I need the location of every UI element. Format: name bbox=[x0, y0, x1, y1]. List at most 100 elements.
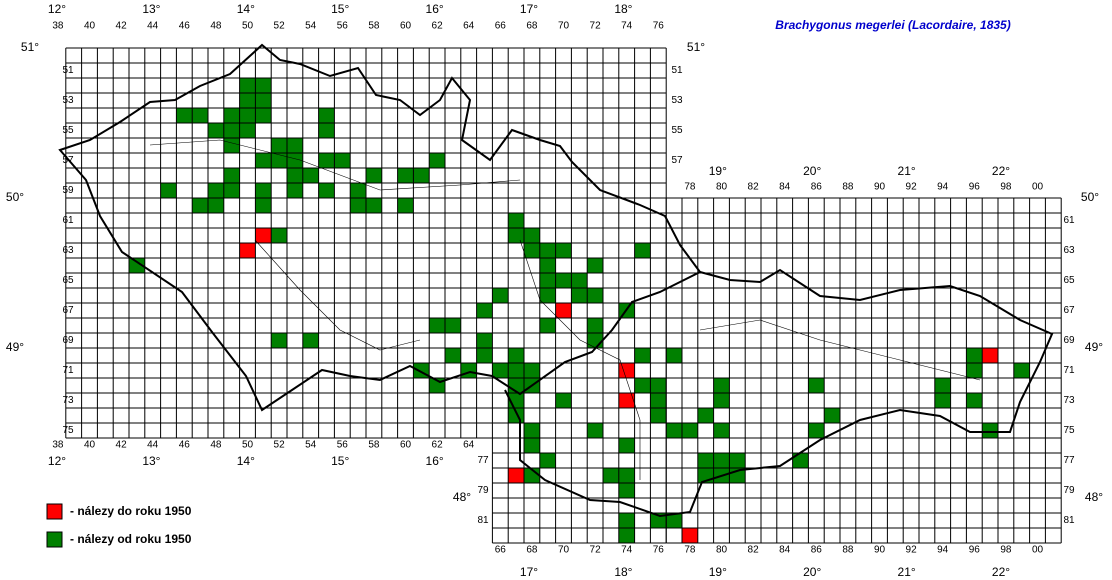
column-label: 88 bbox=[842, 182, 854, 193]
legend-label: - nálezy od roku 1950 bbox=[70, 532, 192, 546]
record-cell bbox=[524, 243, 540, 258]
record-cell bbox=[524, 423, 540, 438]
record-cell bbox=[429, 153, 445, 168]
longitude-label: 12° bbox=[48, 454, 66, 468]
longitude-label: 20° bbox=[803, 164, 821, 178]
legend-label: - nálezy do roku 1950 bbox=[70, 504, 192, 518]
longitude-label: 19° bbox=[709, 164, 727, 178]
longitude-label: 13° bbox=[142, 454, 160, 468]
column-label: 54 bbox=[305, 440, 317, 451]
record-cell bbox=[208, 198, 224, 213]
row-label: 81 bbox=[477, 515, 489, 526]
map-title: Brachygonus megerlei (Lacordaire, 1835) bbox=[775, 18, 1010, 32]
column-label: 68 bbox=[526, 21, 538, 32]
row-label: 51 bbox=[671, 65, 683, 76]
column-label: 86 bbox=[811, 182, 823, 193]
row-label: 63 bbox=[62, 245, 74, 256]
column-label: 40 bbox=[84, 440, 96, 451]
column-label: 80 bbox=[716, 182, 728, 193]
longitude-label: 14° bbox=[237, 454, 255, 468]
row-label: 69 bbox=[62, 335, 74, 346]
column-label: 70 bbox=[558, 545, 570, 556]
column-label: 00 bbox=[1032, 182, 1044, 193]
record-cell bbox=[239, 123, 256, 138]
record-cell bbox=[650, 378, 667, 393]
column-label: 74 bbox=[621, 545, 633, 556]
record-cell bbox=[445, 318, 461, 333]
record-cell bbox=[460, 363, 477, 378]
column-label: 84 bbox=[779, 182, 791, 193]
column-label: 76 bbox=[653, 545, 665, 556]
row-label: 81 bbox=[1063, 515, 1075, 526]
column-label: 56 bbox=[337, 21, 349, 32]
grid bbox=[65, 47, 1062, 544]
record-cell bbox=[539, 318, 556, 333]
column-label: 72 bbox=[590, 21, 602, 32]
row-label: 75 bbox=[62, 425, 74, 436]
row-label: 65 bbox=[1063, 275, 1075, 286]
column-label: 82 bbox=[748, 182, 760, 193]
record-cell bbox=[318, 123, 335, 138]
row-label: 67 bbox=[62, 305, 74, 316]
record-cell bbox=[255, 183, 272, 198]
record-cell bbox=[318, 183, 335, 198]
column-label: 88 bbox=[842, 545, 854, 556]
record-cell bbox=[792, 453, 809, 468]
row-label: 53 bbox=[671, 95, 683, 106]
cells bbox=[129, 78, 1030, 543]
record-cell bbox=[239, 243, 256, 258]
record-cell bbox=[287, 183, 303, 198]
river bbox=[149, 139, 981, 480]
record-cell bbox=[618, 513, 635, 528]
record-cell bbox=[934, 378, 951, 393]
record-cell bbox=[682, 528, 698, 543]
column-label: 44 bbox=[147, 21, 159, 32]
record-cell bbox=[666, 513, 682, 528]
column-label: 60 bbox=[400, 440, 412, 451]
slovak-border bbox=[504, 268, 1054, 518]
row-label: 71 bbox=[1063, 365, 1075, 376]
record-cell bbox=[682, 423, 698, 438]
column-label: 50 bbox=[242, 21, 254, 32]
row-label: 73 bbox=[1063, 395, 1075, 406]
record-cell bbox=[539, 273, 556, 288]
record-cell bbox=[618, 438, 635, 453]
latitude-label: 50° bbox=[1081, 190, 1099, 204]
longitude-label: 14° bbox=[237, 2, 255, 16]
row-label: 77 bbox=[477, 455, 489, 466]
column-label: 52 bbox=[274, 21, 286, 32]
column-label: 64 bbox=[463, 440, 475, 451]
record-cell bbox=[571, 288, 588, 303]
column-label: 78 bbox=[684, 545, 696, 556]
record-cell bbox=[634, 243, 651, 258]
record-cell bbox=[650, 513, 667, 528]
column-label: 66 bbox=[495, 545, 507, 556]
row-label: 59 bbox=[62, 185, 74, 196]
longitude-label: 18° bbox=[614, 2, 632, 16]
record-cell bbox=[350, 183, 366, 198]
record-cell bbox=[555, 393, 572, 408]
record-cell bbox=[587, 258, 603, 273]
column-label: 46 bbox=[179, 21, 191, 32]
labels: 38 40 42 44 46 48 50 52 54 56 58 60 62 64 66 68 70 72 74 76… bbox=[6, 2, 1103, 579]
record-cell bbox=[318, 108, 335, 123]
column-label: 66 bbox=[495, 21, 507, 32]
column-label: 82 bbox=[748, 545, 760, 556]
record-cell bbox=[713, 423, 730, 438]
record-cell bbox=[587, 333, 603, 348]
record-cell bbox=[603, 468, 619, 483]
latitude-label: 50° bbox=[6, 190, 24, 204]
column-label: 68 bbox=[526, 545, 538, 556]
column-label: 62 bbox=[432, 440, 444, 451]
record-cell bbox=[966, 393, 983, 408]
column-label: 96 bbox=[969, 545, 981, 556]
record-cell bbox=[287, 153, 303, 168]
longitude-label: 12° bbox=[48, 2, 66, 16]
row-label: 65 bbox=[62, 275, 74, 286]
record-cell bbox=[302, 333, 319, 348]
record-cell bbox=[366, 168, 382, 183]
czech-border bbox=[58, 43, 702, 412]
column-label: 50 bbox=[242, 440, 254, 451]
record-cell bbox=[824, 408, 840, 423]
